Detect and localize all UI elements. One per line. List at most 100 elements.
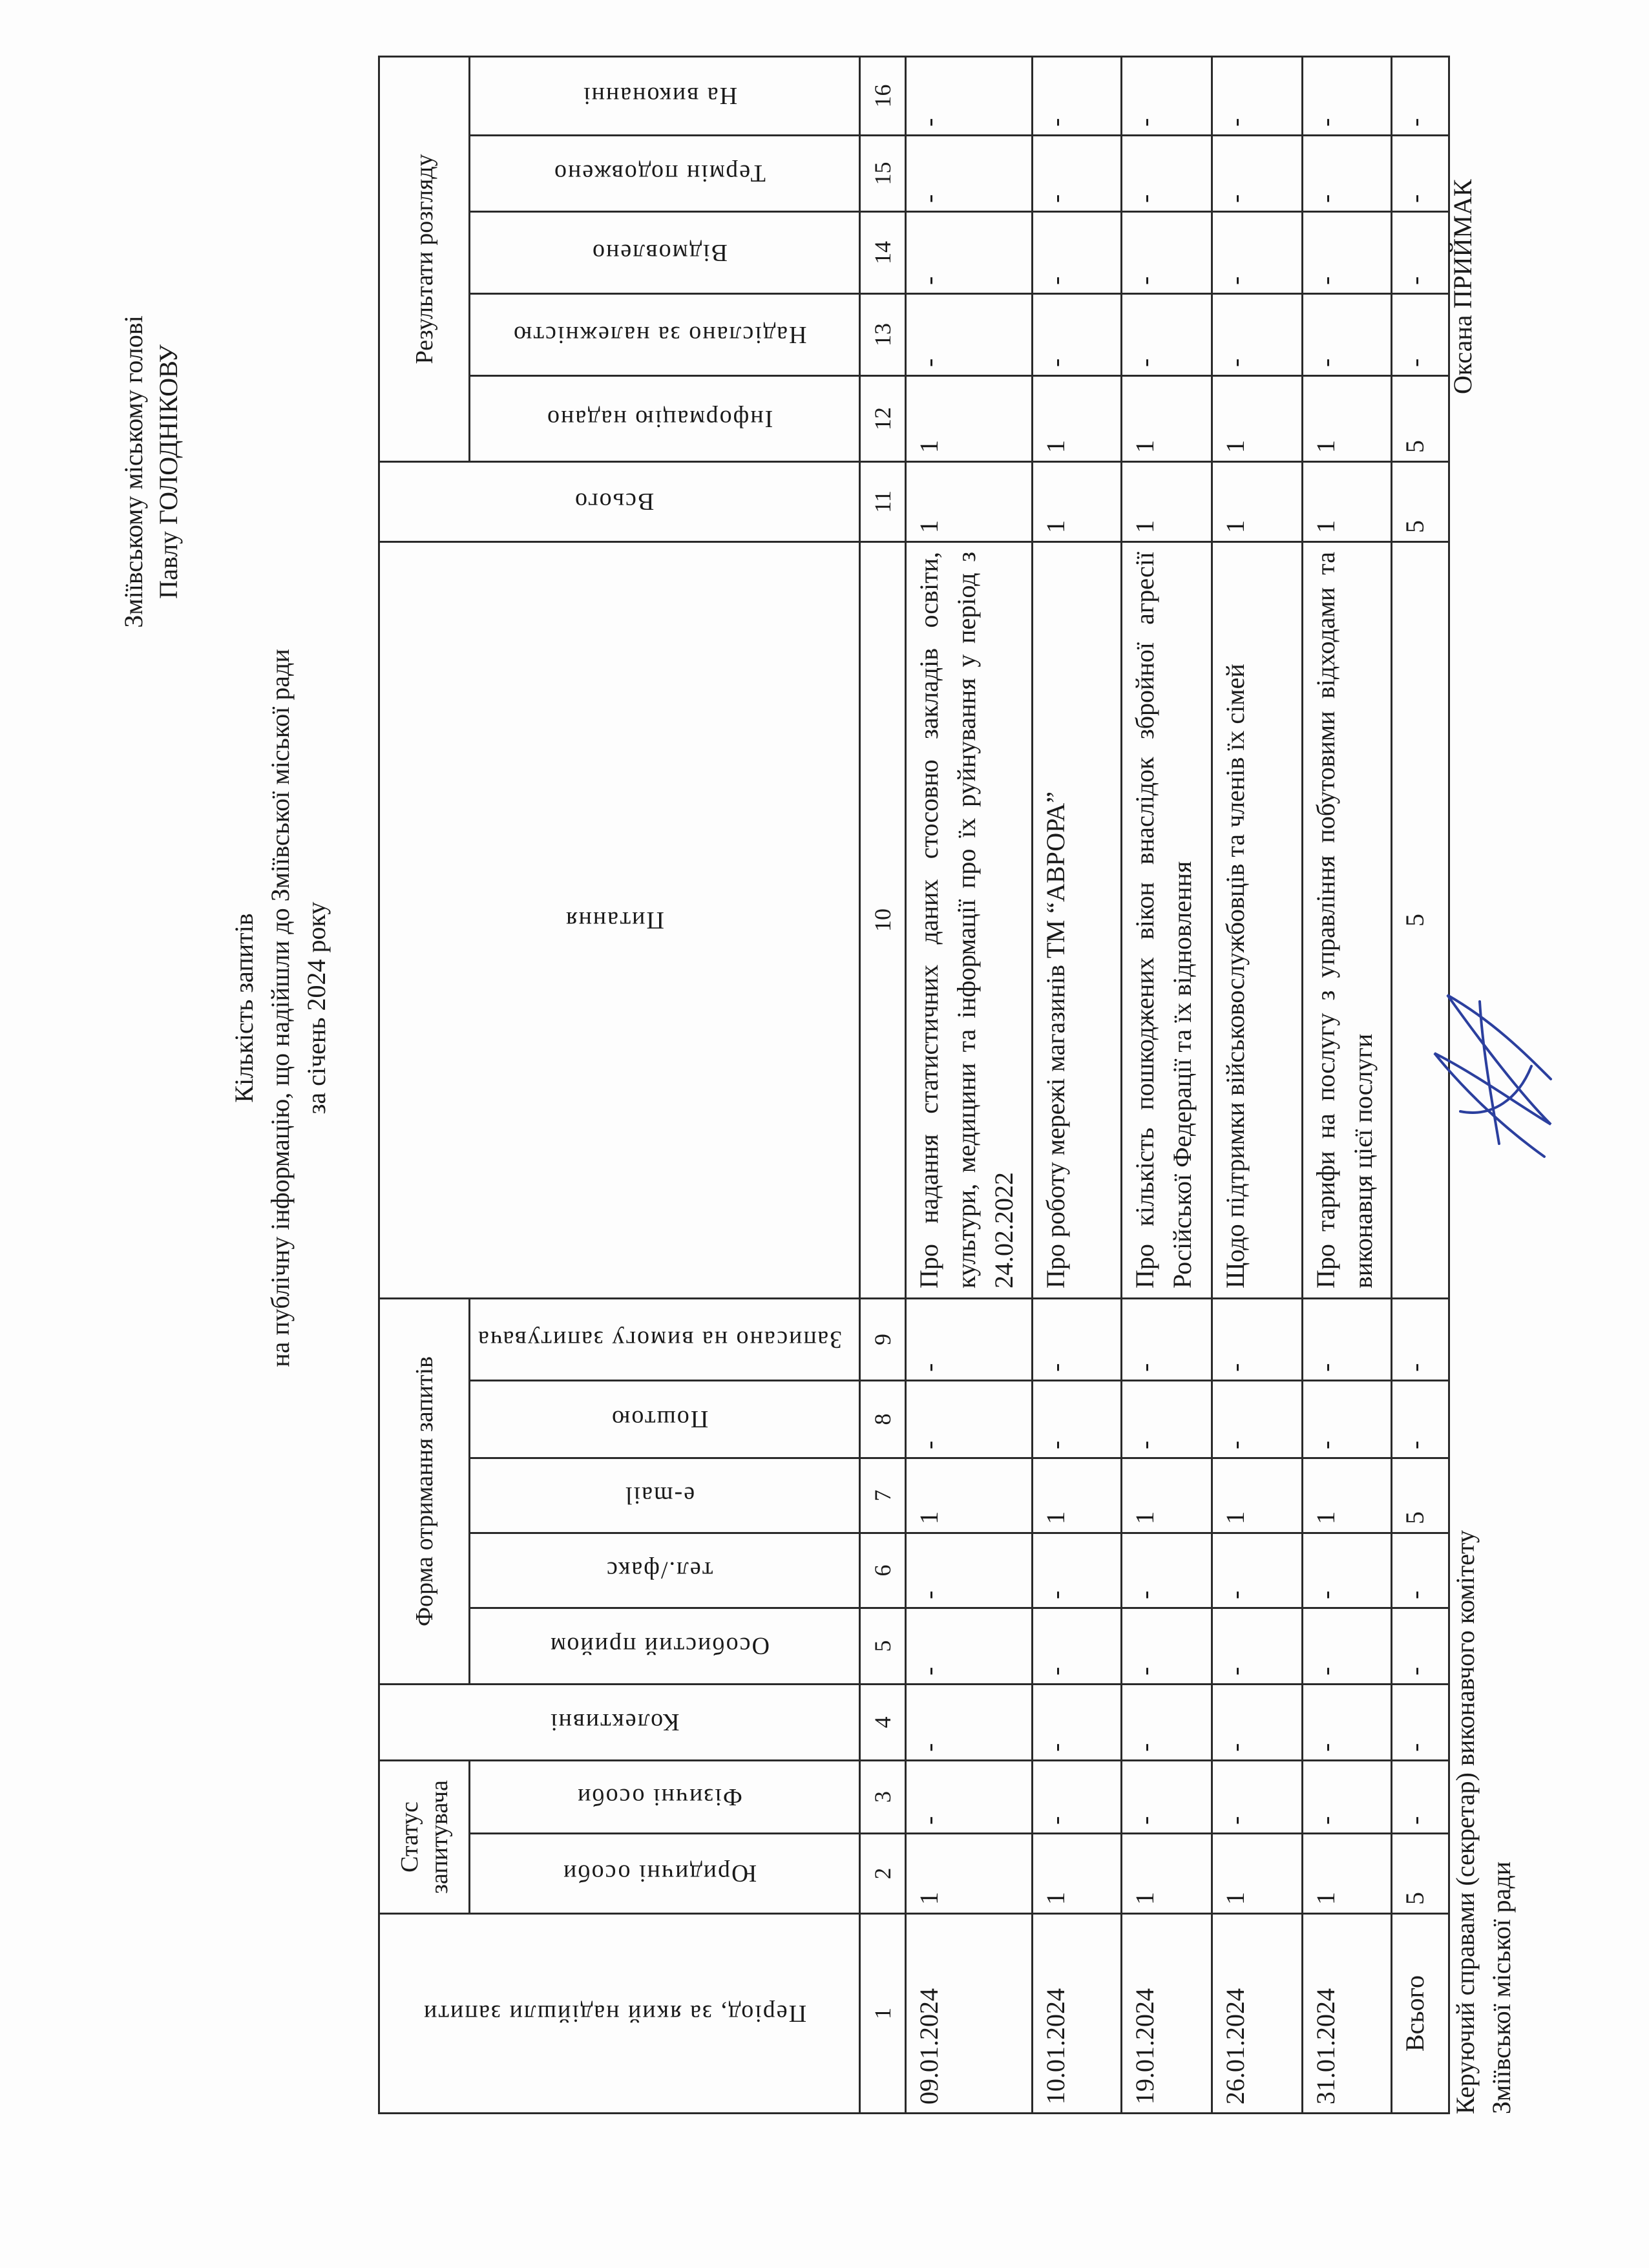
header-email: e-mail (469, 1458, 860, 1533)
cell-total: 1 (1121, 461, 1212, 542)
cell-question: Щодо підтримки військовослужбовців та чл… (1212, 541, 1303, 1299)
column-number-period: 1 (859, 1913, 906, 2114)
column-number-total: 11 (859, 461, 906, 542)
cell-refused: - (1032, 211, 1122, 294)
cell-post: - (1302, 1380, 1392, 1458)
cell-refused: - (1212, 211, 1303, 294)
total-question: 5 (1391, 541, 1449, 1299)
position-line2: Зміївської міської ради (1487, 1861, 1516, 2114)
cell-physical: - (1302, 1760, 1392, 1834)
cell-email: 1 (1212, 1458, 1303, 1533)
cell-total: 1 (1032, 461, 1122, 542)
cell-physical: - (1032, 1760, 1122, 1834)
column-number-legal: 2 (859, 1833, 906, 1914)
header-extended: Термін подовжено (469, 135, 860, 212)
cell-recorded: - (1212, 1298, 1303, 1381)
title-line2: на публічну інформацію, що надійшли до З… (266, 649, 295, 1367)
cell-in-progress: - (1302, 56, 1392, 136)
cell-phone: - (1032, 1533, 1122, 1608)
header-group-row: Період, за який надійшли запити Статус з… (379, 56, 860, 2114)
position-line1: Керуючий справами (секретар) виконавчого… (1451, 1530, 1480, 2114)
cell-email: 1 (1032, 1458, 1122, 1533)
header-phone: тел./факс (469, 1533, 860, 1608)
addressee-line1: Зміївському міському голові (119, 315, 148, 628)
cell-refused: - (905, 211, 1033, 294)
cell-forwarded: - (1121, 293, 1212, 376)
cell-provided: 1 (1302, 375, 1392, 462)
total-personal: - (1391, 1608, 1449, 1685)
header-question: Питання (379, 541, 860, 1299)
total-total: 5 (1391, 461, 1449, 542)
cell-collective: - (1212, 1684, 1303, 1761)
cell-forwarded: - (1302, 293, 1392, 376)
cell-in-progress: - (1212, 56, 1303, 136)
header-collective: Колективні (379, 1684, 860, 1761)
cell-provided: 1 (905, 375, 1033, 462)
signatory-name: Оксана ПРИЙМАК (1448, 179, 1477, 394)
cell-personal: - (1032, 1608, 1122, 1685)
cell-period: 31.01.2024 (1302, 1913, 1392, 2114)
cell-forwarded: - (905, 293, 1033, 376)
header-provided: Інформацію надано (469, 375, 860, 462)
cell-physical: - (905, 1760, 1033, 1834)
document-title: Кількість запитів на публічну інформацію… (226, 523, 335, 1493)
total-legal: 5 (1391, 1833, 1449, 1914)
cell-legal: 1 (905, 1833, 1033, 1914)
header-post: Поштою (469, 1380, 860, 1458)
cell-total: 1 (1212, 461, 1303, 542)
cell-recorded: - (1121, 1298, 1212, 1381)
total-provided: 5 (1391, 375, 1449, 462)
column-number-personal: 5 (859, 1608, 906, 1685)
column-number-email: 7 (859, 1458, 906, 1533)
cell-question: Про роботу мережі магазинів ТМ “АВРОРА” (1032, 541, 1122, 1299)
cell-extended: - (1121, 135, 1212, 212)
cell-extended: - (1032, 135, 1122, 212)
cell-period: 09.01.2024 (905, 1913, 1033, 2114)
addressee-line2: Павлу ГОЛОДНІКОВУ (154, 344, 183, 599)
column-number-physical: 3 (859, 1760, 906, 1834)
cell-period: 10.01.2024 (1032, 1913, 1122, 2114)
cell-forwarded: - (1032, 293, 1122, 376)
column-number-phone: 6 (859, 1533, 906, 1608)
cell-email: 1 (905, 1458, 1033, 1533)
total-physical: - (1391, 1760, 1449, 1834)
cell-in-progress: - (1121, 56, 1212, 136)
column-number-refused: 14 (859, 211, 906, 294)
cell-personal: - (905, 1608, 1033, 1685)
header-forwarded: Надіслано за належністю (469, 293, 860, 376)
title-line3: за січень 2024 року (302, 901, 331, 1115)
column-numbers-row: 1 2 3 4 5 6 7 8 9 10 11 12 13 14 15 16 (859, 56, 906, 2114)
cell-personal: - (1212, 1608, 1303, 1685)
cell-extended: - (1212, 135, 1303, 212)
header-status-group: Статус запитувача (379, 1760, 470, 1914)
title-line1: Кількість запитів (229, 913, 258, 1103)
cell-question: Про тарифи на послугу з управління побут… (1302, 541, 1392, 1299)
cell-recorded: - (1032, 1298, 1122, 1381)
cell-in-progress: - (1032, 56, 1122, 136)
cell-phone: - (1302, 1533, 1392, 1608)
column-number-forwarded: 13 (859, 293, 906, 376)
cell-refused: - (1302, 211, 1392, 294)
cell-phone: - (1212, 1533, 1303, 1608)
total-phone: - (1391, 1533, 1449, 1608)
header-results-group: Результати розгляду (379, 56, 470, 462)
column-number-recorded: 9 (859, 1298, 906, 1381)
column-number-question: 10 (859, 541, 906, 1299)
header-physical: Фізичні особи (469, 1760, 860, 1834)
table-row: 19.01.2024 1- - - -1- - Про кількість пошкодже… (1121, 56, 1212, 2114)
total-refused: - (1391, 211, 1449, 294)
cell-collective: - (1032, 1684, 1122, 1761)
cell-collective: - (1121, 1684, 1212, 1761)
cell-phone: - (1121, 1533, 1212, 1608)
cell-recorded: - (905, 1298, 1033, 1381)
cell-question: Про кількість пошкоджених вікон внаслідо… (1121, 541, 1212, 1299)
cell-recorded: - (1302, 1298, 1392, 1381)
cell-email: 1 (1121, 1458, 1212, 1533)
cell-provided: 1 (1121, 375, 1212, 462)
cell-total: 1 (905, 461, 1033, 542)
cell-provided: 1 (1212, 375, 1303, 462)
table-row: 26.01.2024 1- - - -1- - Щодо підтримки військо… (1212, 56, 1303, 2114)
cell-legal: 1 (1302, 1833, 1392, 1914)
